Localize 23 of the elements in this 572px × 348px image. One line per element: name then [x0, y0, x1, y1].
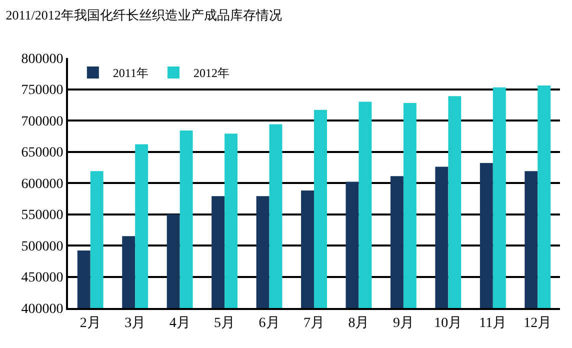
y-tick-label: 550000 — [21, 208, 64, 224]
y-tick-label: 500000 — [21, 239, 64, 254]
y-tick-label: 450000 — [21, 270, 64, 286]
y-tick-label: 400000 — [21, 302, 64, 317]
x-tick-label: 4月 — [169, 316, 190, 331]
y-tick-label: 750000 — [21, 83, 64, 98]
x-tick-label: 11月 — [479, 316, 507, 331]
x-tick-label: 7月 — [304, 316, 324, 331]
y-tick-label: 800000 — [21, 52, 64, 67]
x-tick-label: 10月 — [434, 316, 462, 331]
x-tick-label: 8月 — [348, 316, 370, 331]
chart-title: 2011/2012年我国化纤长丝织造业产成品库存情况 — [6, 8, 282, 23]
x-tick-label: 3月 — [124, 316, 146, 331]
x-tick-label: 9月 — [392, 316, 414, 331]
y-tick-label: 700000 — [21, 114, 64, 130]
legend-label: 2012年 — [193, 66, 230, 80]
legend-label: 2011年 — [112, 66, 148, 80]
y-tick-label: 650000 — [21, 146, 64, 161]
x-tick-label: 6月 — [258, 316, 280, 331]
x-tick-label: 2月 — [80, 316, 101, 331]
x-tick-label: 12月 — [524, 316, 552, 331]
x-tick-label: 5月 — [214, 316, 236, 331]
y-tick-label: 600000 — [21, 176, 64, 192]
